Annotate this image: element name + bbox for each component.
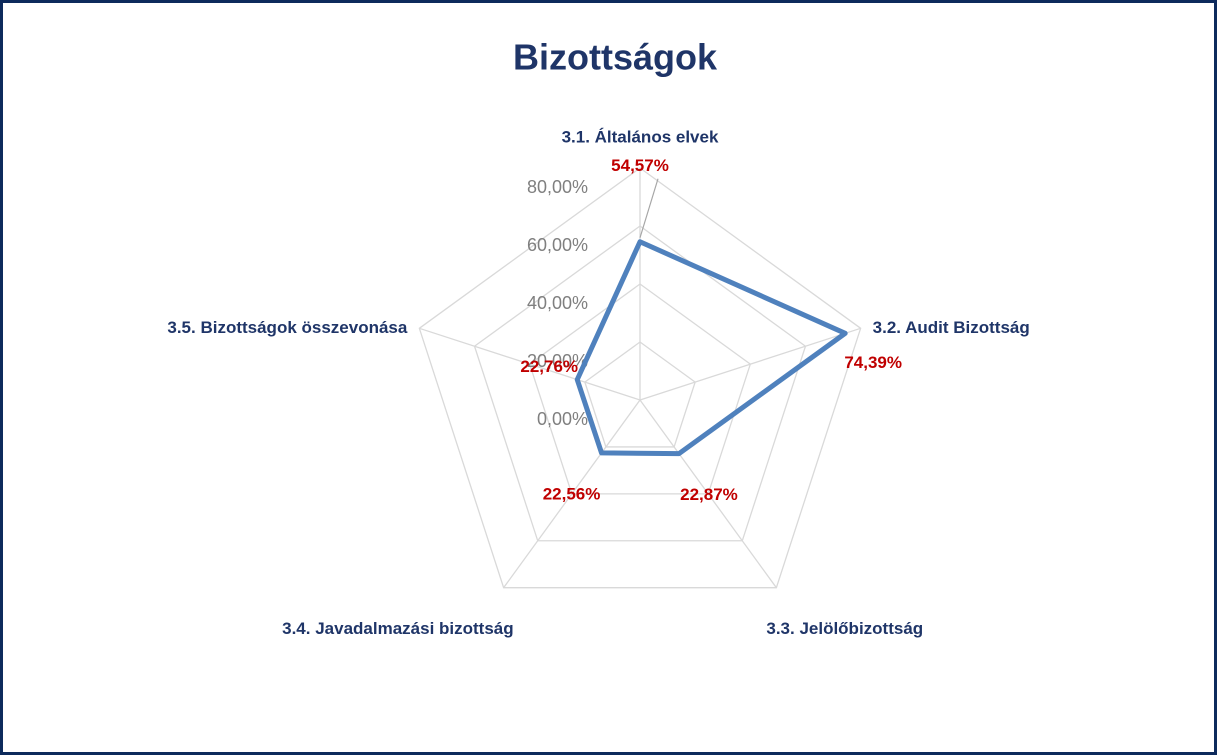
- category-label: 3.2. Audit Bizottság: [873, 318, 1030, 337]
- y-tick-label: 20,00%: [527, 351, 588, 371]
- grid-ring: [473, 225, 807, 542]
- value-label: 22,56%: [543, 484, 601, 503]
- leader-line: [639, 178, 659, 238]
- category-label: 3.1. Általános elvek: [562, 127, 719, 146]
- category-label: 3.4. Javadalmazási bizottság: [282, 619, 514, 638]
- value-label: 74,39%: [844, 353, 902, 372]
- category-label: 3.3. Jelölőbizottság: [766, 619, 923, 638]
- spoke: [639, 327, 861, 401]
- value-label: 22,76%: [520, 357, 578, 376]
- y-tick-label: 40,00%: [527, 293, 588, 313]
- spoke: [419, 327, 641, 401]
- chart-title: Bizottságok: [513, 37, 718, 78]
- grid-ring: [418, 167, 862, 589]
- value-label: 22,87%: [680, 485, 738, 504]
- grid-ring: [584, 341, 696, 448]
- grid-ring: [528, 283, 752, 495]
- spoke: [503, 399, 641, 589]
- value-label: 54,57%: [611, 156, 669, 175]
- category-label: 3.5. Bizottságok összevonása: [167, 318, 408, 337]
- y-tick-label: 0,00%: [537, 409, 588, 429]
- y-tick-label: 60,00%: [527, 235, 588, 255]
- series-line: [574, 239, 848, 457]
- y-tick-label: 80,00%: [527, 177, 588, 197]
- spoke: [639, 399, 777, 589]
